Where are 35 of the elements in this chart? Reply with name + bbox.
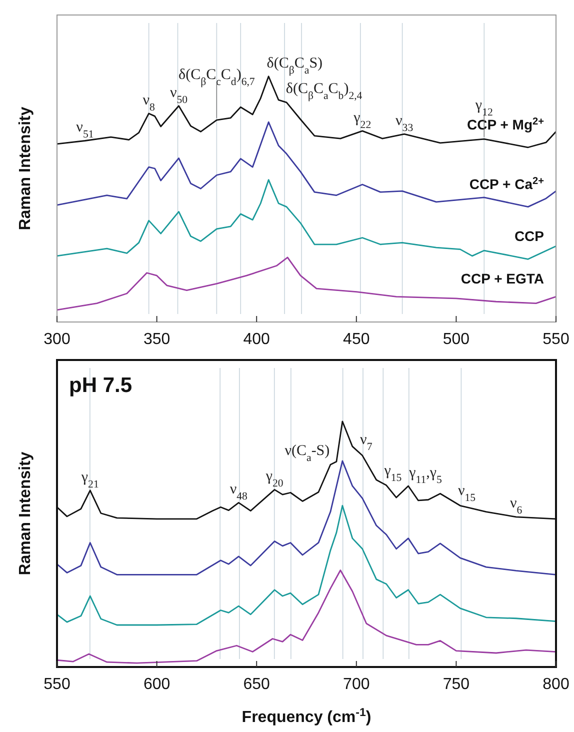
series-label: CCP + Ca$^{2+}$ xyxy=(469,175,544,192)
annotation: ν$_{8}$ xyxy=(142,92,155,114)
x-tick-label: 450 xyxy=(343,331,370,348)
annotation: ν$_{15}$ xyxy=(458,483,476,504)
x-tick-label: 350 xyxy=(143,331,170,348)
annotation: γ$_{20}$ xyxy=(264,468,284,490)
annotation: ν$_{51}$ xyxy=(76,119,94,140)
annotation: γ$_{22}$ xyxy=(352,110,372,131)
x-tick-label: 550 xyxy=(542,331,570,348)
annotation: ν$_{33}$ xyxy=(396,113,414,134)
annotation: ν$_{6}$ xyxy=(510,496,523,517)
x-axis-title: Frequency (cm$^{-1}$) xyxy=(242,707,372,726)
x-tick-label: 700 xyxy=(343,676,370,693)
y-axis-title: Raman Intensity xyxy=(17,106,34,230)
x-tick-label: 600 xyxy=(143,676,170,693)
x-tick-label: 750 xyxy=(442,676,470,693)
annotation: δ(C$_{β}$C$_{a}$S) xyxy=(266,55,323,76)
text: pH 7.5 xyxy=(69,374,132,397)
series-label: CCP xyxy=(514,228,544,244)
x-tick-label: 500 xyxy=(442,331,470,348)
annotation: γ$_{21}$ xyxy=(80,469,99,490)
annotation: ν$_{7}$ xyxy=(360,432,373,453)
x-tick-label: 650 xyxy=(243,676,270,693)
x-tick-label: 800 xyxy=(542,676,570,693)
x-tick-label: 400 xyxy=(243,331,270,348)
annotation: γ$_{12}$ xyxy=(474,97,493,118)
annotation: δ(C$_{β}$C$_{a}$C$_{b}$)$_{2,4}$ xyxy=(286,81,363,102)
series-label: CCP + EGTA xyxy=(460,270,544,287)
x-tick-label: 550 xyxy=(44,676,70,693)
x-tick-label: 300 xyxy=(44,331,70,348)
annotation: γ$_{11}$,γ$_{5}$ xyxy=(408,464,442,486)
y-axis-title: Raman Intensity xyxy=(17,452,34,576)
annotation: ν(C$_{a}$-S) xyxy=(284,442,330,464)
annotation: γ$_{15}$ xyxy=(383,463,402,484)
annotation: ν$_{48}$ xyxy=(230,482,248,503)
